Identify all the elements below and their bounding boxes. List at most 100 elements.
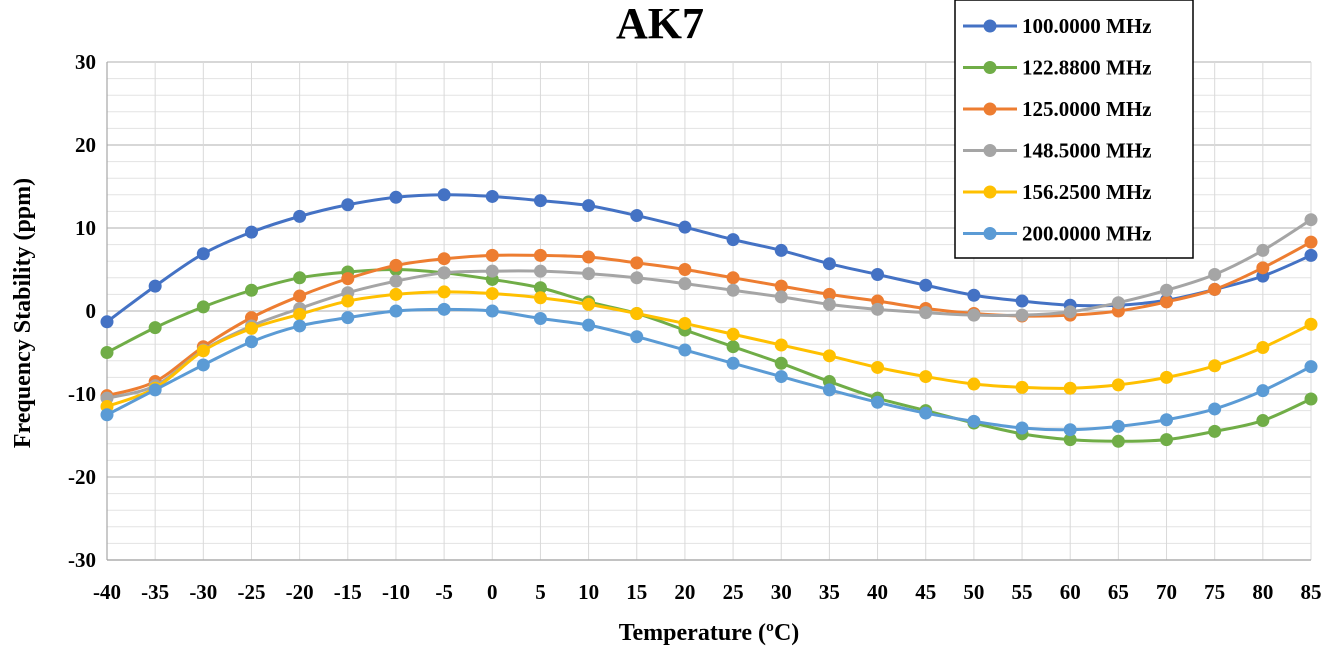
data-point	[437, 252, 451, 266]
data-point	[244, 283, 258, 297]
data-point	[582, 250, 596, 264]
data-point	[293, 209, 307, 223]
legend-label: 200.0000 MHz	[1022, 222, 1151, 246]
data-point	[1304, 317, 1318, 331]
x-tick-label: -20	[286, 580, 314, 604]
x-tick-label: 70	[1156, 580, 1177, 604]
data-point	[871, 267, 885, 281]
x-tick-label: 30	[771, 580, 792, 604]
data-point	[485, 304, 499, 318]
data-point	[100, 315, 114, 329]
data-point	[582, 318, 596, 332]
data-point	[341, 198, 355, 212]
data-point	[1208, 359, 1222, 373]
data-point	[630, 330, 644, 344]
x-tick-label: 75	[1204, 580, 1225, 604]
data-point	[244, 321, 258, 335]
data-point	[726, 340, 740, 354]
data-point	[293, 307, 307, 321]
data-point	[485, 248, 499, 262]
data-point	[1304, 360, 1318, 374]
data-point	[1208, 267, 1222, 281]
data-point	[822, 287, 836, 301]
data-point	[1160, 283, 1174, 297]
series-156-2500-mhz	[100, 285, 1318, 413]
plot-frame	[106, 62, 1311, 561]
data-point	[1063, 381, 1077, 395]
data-point	[244, 225, 258, 239]
x-tick-label: -15	[334, 580, 362, 604]
data-point	[726, 327, 740, 341]
data-point	[293, 271, 307, 285]
data-point	[774, 290, 788, 304]
legend-item: 100.0000 MHz	[963, 14, 1151, 38]
data-point	[389, 258, 403, 272]
data-point	[774, 243, 788, 257]
x-tick-label: 5	[535, 580, 546, 604]
data-point	[582, 267, 596, 281]
data-point	[293, 289, 307, 303]
x-tick-label: 25	[723, 580, 744, 604]
data-point	[533, 291, 547, 305]
data-point	[871, 360, 885, 374]
data-point	[967, 308, 981, 322]
data-point	[1015, 308, 1029, 322]
data-point	[919, 306, 933, 320]
data-point	[919, 278, 933, 292]
data-point	[437, 188, 451, 202]
data-point	[533, 264, 547, 278]
data-point	[967, 377, 981, 391]
data-point	[1304, 213, 1318, 227]
data-point	[1111, 419, 1125, 433]
data-point	[100, 346, 114, 359]
legend-label: 100.0000 MHz	[1022, 14, 1151, 38]
legend-swatch-marker	[983, 185, 997, 199]
data-point	[389, 304, 403, 318]
series-200-0000-mhz	[100, 302, 1318, 437]
x-tick-label: 0	[487, 580, 498, 604]
data-point	[630, 306, 644, 320]
y-tick-label: -30	[68, 548, 96, 572]
data-point	[726, 233, 740, 247]
data-point	[919, 406, 933, 420]
chart-title: AK7	[616, 0, 704, 48]
data-point	[1256, 341, 1270, 355]
data-point	[726, 356, 740, 370]
series-125-0000-mhz	[100, 235, 1318, 403]
data-point	[678, 343, 692, 357]
x-tick-label: 45	[915, 580, 936, 604]
legend-swatch-marker	[983, 102, 997, 116]
data-point	[341, 294, 355, 308]
data-point	[1111, 434, 1125, 448]
data-point	[437, 266, 451, 280]
data-point	[533, 248, 547, 262]
data-point	[1256, 243, 1270, 257]
legend-item: 200.0000 MHz	[963, 222, 1151, 246]
x-tick-label: -30	[189, 580, 217, 604]
data-point	[1304, 392, 1318, 406]
data-point	[1160, 295, 1174, 309]
legend-label: 148.5000 MHz	[1022, 139, 1151, 163]
x-tick-label: 80	[1252, 580, 1273, 604]
data-point	[774, 279, 788, 293]
legend-swatch-marker	[983, 227, 997, 240]
x-axis-label: Temperature (ºC)	[619, 620, 800, 646]
data-point	[630, 256, 644, 270]
data-point	[485, 287, 499, 301]
series-layer	[100, 188, 1318, 448]
data-point	[341, 311, 355, 325]
y-axis-label: Frequency Stability (ppm)	[10, 178, 36, 448]
data-point	[822, 297, 836, 311]
data-point	[1208, 282, 1222, 296]
data-point	[533, 281, 547, 295]
data-point	[1160, 433, 1174, 447]
data-point	[822, 383, 836, 397]
x-tick-label: 85	[1301, 580, 1322, 604]
data-point	[148, 383, 162, 397]
data-point	[1304, 235, 1318, 249]
data-point	[967, 288, 981, 302]
data-point	[919, 370, 933, 384]
data-point	[822, 349, 836, 363]
x-tick-label: 60	[1060, 580, 1081, 604]
